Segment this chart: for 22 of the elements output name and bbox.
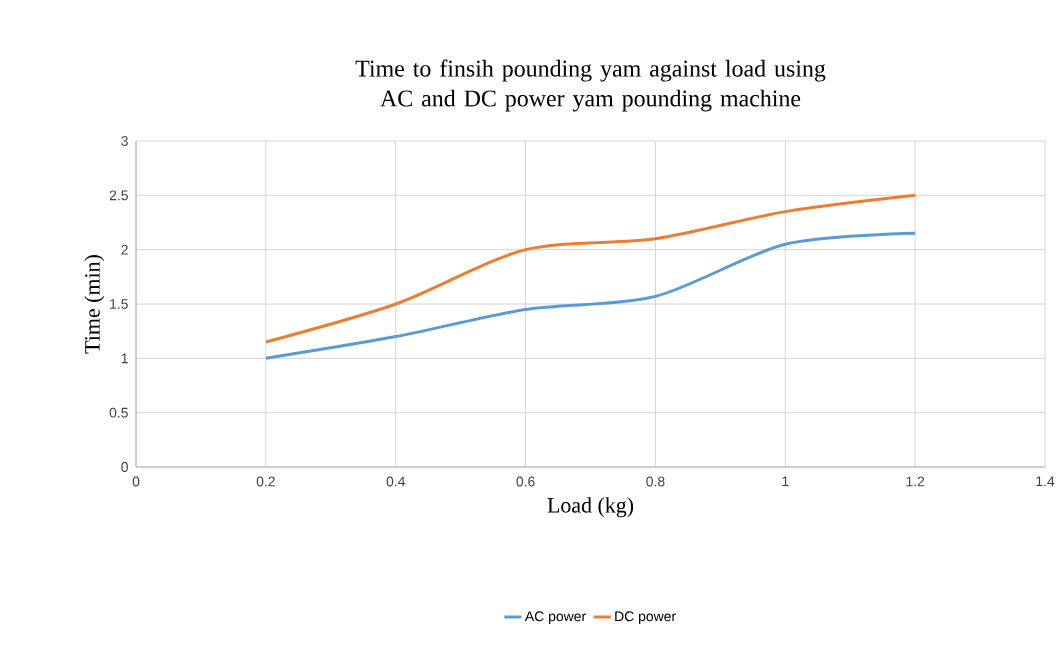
line-series: [264, 231, 917, 360]
line-series: [264, 193, 917, 344]
x-axis-title: Load (kg): [547, 497, 634, 518]
y-tick-label: 0: [121, 462, 128, 472]
x-tick-label: 0.8: [646, 476, 665, 487]
legend-label: AC power: [524, 611, 586, 624]
x-tick-label: 0.6: [516, 476, 535, 487]
x-tick-label: 0.4: [386, 476, 405, 487]
x-tick-label: 1.2: [906, 476, 925, 487]
y-axis-title: Time (min): [84, 255, 105, 354]
y-tick-label: 3: [121, 136, 128, 146]
x-tick-label: 0.2: [256, 476, 275, 487]
x-tick-label: 0: [132, 476, 140, 487]
y-tick-label: 1.5: [110, 299, 128, 309]
x-tick-label: 1: [782, 476, 789, 487]
y-tick-label: 2: [121, 244, 128, 255]
legend-label: DC power: [615, 611, 676, 624]
y-tick-label: 2.5: [109, 190, 128, 201]
chart-title: Time to finsih pounding yam against load using AC and DC power yam pounding machine: [355, 59, 826, 112]
y-tick-label: 0.5: [109, 407, 128, 418]
x-tick-label: 1.4: [1036, 476, 1055, 487]
y-tick-label: 1: [121, 353, 128, 364]
